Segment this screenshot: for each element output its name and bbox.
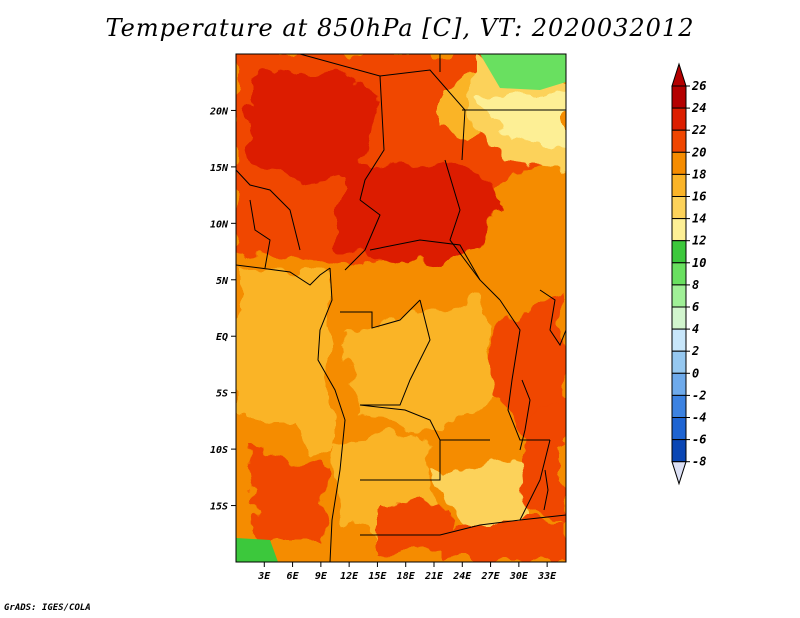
lon-tick-label: 24E xyxy=(452,571,472,582)
lake-victoria xyxy=(539,289,566,347)
lon-tick-label: 6E xyxy=(287,571,300,582)
colorbar-label: 18 xyxy=(692,167,706,181)
map-frame xyxy=(235,53,567,563)
colorbar-label: 4 xyxy=(692,322,699,336)
coastline-west xyxy=(317,267,346,562)
colorbar-segment xyxy=(671,85,687,109)
lake-malawi xyxy=(543,469,549,511)
lat-tick-label: 5N xyxy=(216,276,229,287)
field-sw-hot xyxy=(250,450,330,540)
colorbar-top-arrow xyxy=(671,62,687,87)
border-angola-zambia xyxy=(360,440,441,481)
colorbar-label: 0 xyxy=(692,366,699,380)
colorbar-segment xyxy=(671,417,687,441)
lat-tick-label: 10S xyxy=(210,445,228,456)
lat-tick-label: 10N xyxy=(210,219,229,230)
colorbar-label: 2 xyxy=(691,344,699,358)
colorbar-segment xyxy=(671,372,687,396)
colorbar-segment xyxy=(671,218,687,242)
lon-tick-label: 33E xyxy=(537,571,557,582)
border-libya xyxy=(379,69,466,161)
colorbar-segment xyxy=(671,328,687,352)
lat-tick-label: EQ xyxy=(216,332,228,343)
lon-tick-label: 30E xyxy=(509,571,529,582)
colorbar-bottom-arrow xyxy=(671,461,687,486)
colorbar-segment xyxy=(671,240,687,264)
lat-tick-label: 5S xyxy=(216,389,228,400)
lon-tick-label: 15E xyxy=(368,571,387,582)
border-algeria-niger xyxy=(299,54,385,201)
lat-tick-label: 20N xyxy=(209,106,229,117)
colorbar-label: 24 xyxy=(691,101,706,115)
border-ghana xyxy=(249,199,271,269)
borders xyxy=(236,54,566,562)
field-moz-hot xyxy=(440,520,566,562)
coastline-guinea-gulf xyxy=(236,264,331,286)
colorbar-segment xyxy=(671,284,687,308)
border-congo xyxy=(360,299,431,406)
border-car xyxy=(369,239,501,301)
colorbar-label: 14 xyxy=(692,212,706,226)
colorbar-segment xyxy=(671,439,687,463)
colorbar-segment xyxy=(671,129,687,153)
field-atlantic xyxy=(236,270,330,460)
field-mediterranean-green xyxy=(480,54,566,90)
border-cameroon-gabon xyxy=(340,299,421,329)
field-south-hot xyxy=(380,500,450,555)
lon-tick-label: 27E xyxy=(481,571,501,582)
field-sw-green xyxy=(236,538,278,562)
colorbar-label: 6 xyxy=(692,300,699,314)
lon-tick-label: 9E xyxy=(315,571,328,582)
border-drc-angola xyxy=(359,404,490,441)
field-east-hot xyxy=(490,290,566,430)
colorbar-segment xyxy=(671,306,687,330)
colorbar-segment xyxy=(671,262,687,286)
lake-tanganyika xyxy=(519,379,531,451)
border-nigeria xyxy=(344,199,381,271)
field-zambia-cool xyxy=(430,460,530,520)
field-sahara-core xyxy=(250,70,380,180)
lon-tick-label: 12E xyxy=(340,571,359,582)
colorbar-segment xyxy=(671,196,687,220)
lat-tick-label: 15N xyxy=(210,163,229,174)
border-chad-sudan xyxy=(444,159,481,281)
border-drc-east xyxy=(499,299,550,441)
border-namibia xyxy=(360,514,566,536)
border-malawi xyxy=(519,439,551,521)
colorbar-segment xyxy=(671,151,687,175)
field-ne-pale xyxy=(480,90,566,150)
field-chad-core xyxy=(340,160,500,265)
colorbar-label: -8 xyxy=(692,455,706,469)
colorbar-label: 10 xyxy=(692,256,706,270)
colorbar-label: -6 xyxy=(692,433,706,447)
colorbar-segment xyxy=(671,394,687,418)
colorbar-segment xyxy=(671,350,687,374)
colorbar-label: 20 xyxy=(691,145,706,159)
field-se-hot xyxy=(520,400,566,520)
plot-title: Temperature at 850hPa [C], VT: 202003201… xyxy=(105,14,695,42)
colorbar-label: 8 xyxy=(692,278,699,292)
colorbar-segment xyxy=(671,107,687,131)
lat-tick-label: 15S xyxy=(210,502,228,513)
temperature-field xyxy=(236,54,566,562)
field-congo xyxy=(340,300,500,430)
grads-credit: GrADS: IGES/COLA xyxy=(4,603,91,613)
border-west-africa xyxy=(236,169,301,251)
colorbar-segment xyxy=(671,173,687,197)
lon-tick-label: 18E xyxy=(397,571,416,582)
colorbar-label: 16 xyxy=(692,190,706,204)
lon-tick-label: 21E xyxy=(424,571,444,582)
colorbar-label: -4 xyxy=(692,411,706,425)
colorbar-label: 22 xyxy=(691,123,706,137)
colorbar-label: 12 xyxy=(692,234,706,248)
colorbar-label: 26 xyxy=(691,79,706,93)
axis-ticks: 20N 15N 10N 5N EQ 5S 10S 15S 3E 6E 9E 12E 15E 18E 21E 2… xyxy=(209,106,557,582)
lon-tick-label: 3E xyxy=(257,571,271,582)
colorbar-label: -2 xyxy=(692,388,706,402)
